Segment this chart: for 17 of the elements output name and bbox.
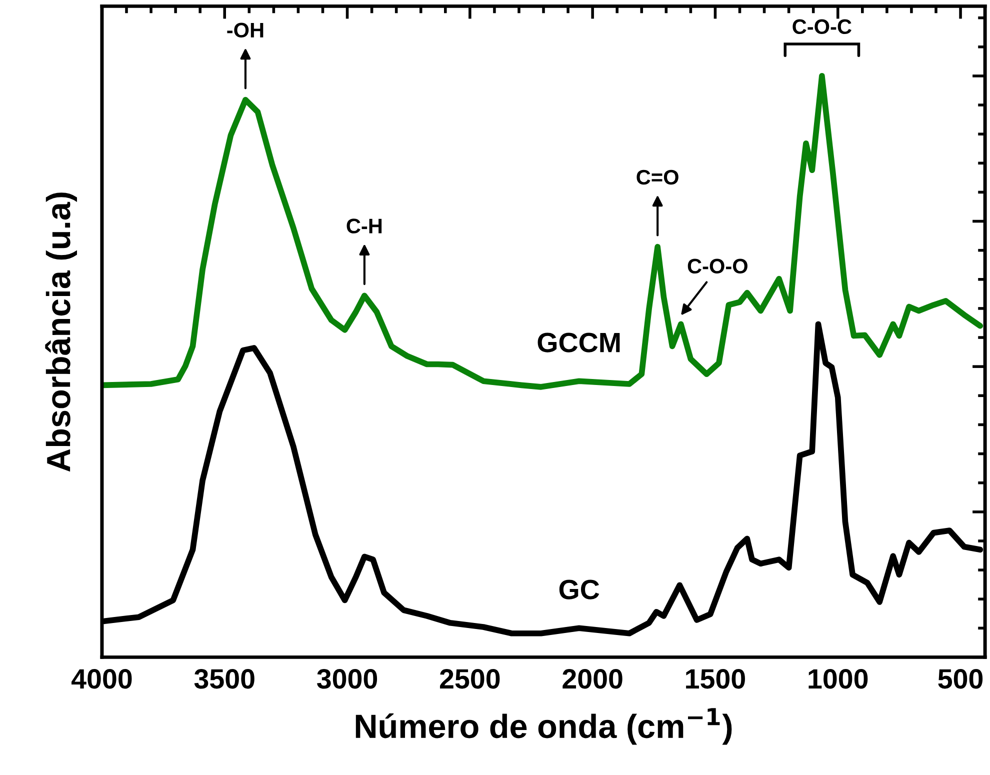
series-label: GC — [559, 580, 600, 600]
x-tick-label: 4000 — [71, 669, 132, 689]
x-axis-title: Número de onda (cm$^{−1}$) — [356, 708, 732, 745]
annotation: C-O-C — [792, 19, 852, 34]
annotation: C=O — [636, 170, 678, 185]
x-tick-label: 500 — [938, 669, 983, 689]
y-axis-title: Absorbância (u.a) — [45, 192, 77, 472]
x-tick-label: 2500 — [440, 669, 500, 689]
annotation: -OH — [227, 22, 264, 38]
x-tick-label: 3500 — [194, 669, 254, 689]
x-tick-label: 1000 — [808, 669, 868, 689]
x-tick-label: 3000 — [317, 669, 378, 689]
annotation: C-H — [346, 218, 382, 234]
series-label: GCCM — [538, 332, 620, 352]
annotation: C-O-O — [688, 258, 748, 274]
x-tick-label: 2000 — [562, 669, 622, 689]
x-tick-label: 1500 — [686, 669, 745, 689]
